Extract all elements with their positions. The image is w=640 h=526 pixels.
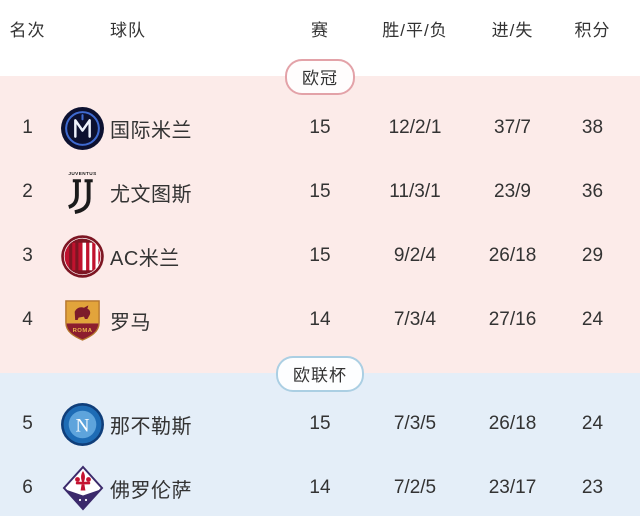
team-name: 罗马 — [110, 311, 151, 334]
table-header-row: 名次 球队 赛 胜/平/负 进/失 积分 — [0, 0, 640, 76]
juventus-wordmark: JUVENTUS — [68, 171, 96, 176]
team-badge: JUVENTUS — [55, 168, 110, 216]
table-row-fiorentina[interactable]: 6 佛罗伦萨 14 7/2/5 — [0, 456, 640, 520]
table-row-juventus[interactable]: 2 JUVENTUS 尤文图斯 15 11/3/1 23/9 36 — [0, 160, 640, 224]
matches-played: 15 — [309, 413, 331, 434]
napoli-logo: N — [61, 402, 104, 446]
europa-league-zone: 欧联杯 5 N 那不勒斯 15 7/3/5 26/18 24 6 — [0, 356, 640, 516]
goals-for-against: 23/9 — [494, 181, 531, 202]
team-badge — [55, 106, 110, 151]
rank-value: 2 — [22, 181, 33, 202]
goals-for-against: 27/16 — [488, 309, 537, 330]
matches-played: 14 — [309, 309, 331, 330]
header-played: 赛 — [311, 21, 329, 40]
champions-league-zone: 欧冠 1 国际米兰 15 12/2/1 37/7 38 2 — [0, 59, 640, 373]
team-badge — [55, 465, 110, 511]
fiorentina-logo — [62, 465, 103, 511]
europa-league-badge: 欧联杯 — [276, 356, 364, 392]
header-goals: 进/失 — [491, 21, 534, 40]
rank-value: 6 — [22, 477, 33, 498]
points-value: 38 — [581, 117, 604, 138]
goals-for-against: 26/18 — [488, 413, 537, 434]
inter-milan-logo — [61, 106, 104, 150]
points-value: 29 — [581, 245, 604, 266]
champions-league-badge: 欧冠 — [285, 59, 355, 95]
goals-for-against: 37/7 — [494, 117, 531, 138]
team-badge: N — [55, 402, 110, 447]
header-rank: 名次 — [9, 21, 46, 40]
win-draw-loss: 12/2/1 — [388, 117, 442, 138]
matches-played: 15 — [309, 117, 331, 138]
goals-for-against: 26/18 — [488, 245, 537, 266]
points-value: 24 — [581, 413, 604, 434]
matches-played: 15 — [309, 245, 331, 266]
roma-wordmark: ROMA — [73, 328, 93, 334]
table-row-napoli[interactable]: 5 N 那不勒斯 15 7/3/5 26/18 24 — [0, 392, 640, 456]
table-row-roma[interactable]: 4 ROMA 罗马 — [0, 288, 640, 352]
goals-for-against: 23/17 — [488, 477, 537, 498]
team-name: AC米兰 — [110, 247, 180, 270]
roma-logo: ROMA — [65, 299, 100, 341]
rank-value: 1 — [22, 117, 33, 138]
win-draw-loss: 9/2/4 — [393, 245, 437, 266]
team-name: 佛罗伦萨 — [110, 479, 192, 502]
team-name: 国际米兰 — [110, 119, 192, 142]
team-name: 尤文图斯 — [110, 183, 192, 206]
table-row-inter[interactable]: 1 国际米兰 15 12/2/1 37/7 38 — [0, 96, 640, 160]
points-value: 24 — [581, 309, 604, 330]
team-badge — [55, 234, 110, 279]
points-value: 23 — [581, 477, 604, 498]
win-draw-loss: 7/3/4 — [393, 309, 437, 330]
team-badge: ROMA — [55, 298, 110, 343]
header-win-draw-loss: 胜/平/负 — [382, 21, 448, 40]
win-draw-loss: 11/3/1 — [389, 181, 441, 202]
juventus-logo: JUVENTUS — [68, 171, 96, 215]
ac-milan-logo — [61, 234, 104, 278]
points-value: 36 — [581, 181, 604, 202]
matches-played: 15 — [309, 181, 331, 202]
napoli-letter: N — [75, 415, 89, 436]
matches-played: 14 — [309, 477, 331, 498]
win-draw-loss: 7/3/5 — [393, 413, 437, 434]
team-name: 那不勒斯 — [110, 415, 192, 438]
rank-value: 3 — [22, 245, 33, 266]
rank-value: 4 — [22, 309, 33, 330]
win-draw-loss: 7/2/5 — [393, 477, 437, 498]
header-team: 球队 — [110, 21, 146, 40]
table-row-ac-milan[interactable]: 3 — [0, 224, 640, 288]
rank-value: 5 — [22, 413, 33, 434]
header-points: 积分 — [574, 21, 611, 40]
